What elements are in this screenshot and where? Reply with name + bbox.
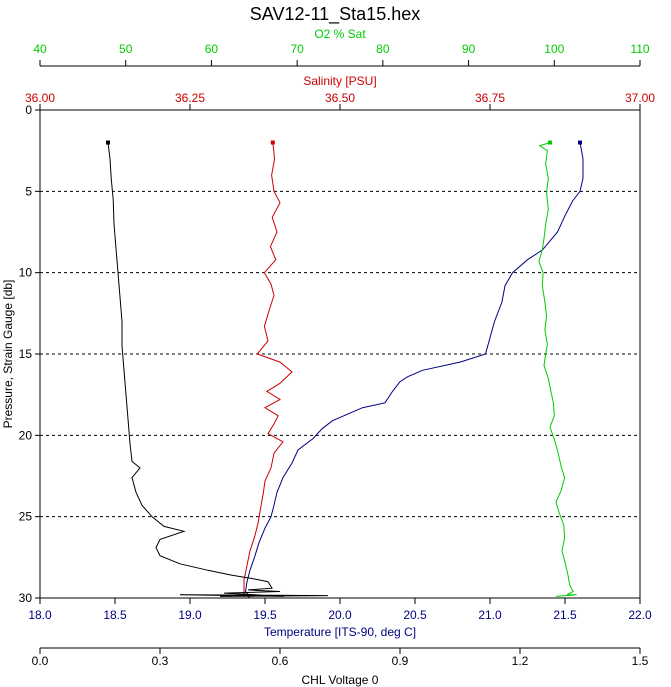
- o2-series-line: [538, 142, 577, 597]
- temperature-tick-label: 18.5: [103, 608, 127, 622]
- plot-frame: [39, 109, 641, 599]
- pressure-tick-label: 5: [25, 184, 32, 198]
- o2-axis-label: O2 % Sat: [314, 27, 366, 41]
- temperature-tick-label: 19.0: [178, 608, 202, 622]
- chl-tick-label: 0.9: [392, 654, 409, 668]
- chart-title: SAV12-11_Sta15.hex: [250, 4, 420, 25]
- pressure-tick-label: 20: [19, 428, 33, 442]
- salinity-series-line: [243, 142, 293, 599]
- axes: 0 5 10 15 20 25 30 40 50 60 70 80 90 100 110 36.00 36.25…: [19, 42, 656, 668]
- temperature-tick-label: 20.0: [328, 608, 352, 622]
- salinity-tick-label: 37.00: [625, 91, 655, 105]
- temperature-series-start-marker: [578, 140, 582, 145]
- o2-tick-label: 60: [205, 42, 219, 56]
- pressure-axis-label: Pressure, Strain Gauge [db]: [1, 280, 15, 429]
- chl-tick-label: 0.6: [272, 654, 289, 668]
- o2-tick-label: 40: [33, 42, 47, 56]
- temperature-tick-label: 19.5: [253, 608, 277, 622]
- temperature-tick-label: 21.5: [553, 608, 577, 622]
- o2-tick-label: 100: [544, 42, 564, 56]
- pressure-tick-label: 30: [19, 591, 33, 605]
- o2-tick-label: 80: [376, 42, 390, 56]
- temperature-tick-label: 21.0: [478, 608, 502, 622]
- temperature-series-line: [244, 142, 584, 597]
- salinity-axis-label: Salinity [PSU]: [303, 74, 376, 88]
- pressure-tick-label: 10: [19, 266, 33, 280]
- salinity-tick-label: 36.50: [325, 91, 355, 105]
- grid-lines: [40, 190, 640, 518]
- data-series: [106, 140, 584, 599]
- temperature-axis-label: Temperature [ITS-90, deg C]: [264, 625, 416, 639]
- o2-tick-label: 70: [290, 42, 304, 56]
- pressure-tick-label: 15: [19, 347, 33, 361]
- temperature-tick-label: 18.0: [28, 608, 52, 622]
- salinity-series-start-marker: [270, 140, 275, 145]
- salinity-tick-label: 36.00: [25, 91, 55, 105]
- chl-tick-label: 0.3: [152, 654, 169, 668]
- temperature-tick-label: 20.5: [403, 608, 427, 622]
- chl-series-line: [107, 142, 329, 597]
- salinity-tick-label: 36.25: [175, 91, 205, 105]
- o2-tick-label: 50: [119, 42, 133, 56]
- pressure-tick-label: 25: [19, 510, 33, 524]
- chl-axis-label: CHL Voltage 0: [302, 673, 379, 687]
- temperature-tick-label: 22.0: [628, 608, 652, 622]
- o2-series-start-marker: [548, 140, 552, 145]
- chl-tick-label: 1.2: [512, 654, 529, 668]
- o2-tick-label: 90: [462, 42, 476, 56]
- chl-series-start-marker: [106, 140, 110, 145]
- chl-tick-label: 1.5: [632, 654, 649, 668]
- salinity-tick-label: 36.75: [475, 91, 505, 105]
- pressure-tick-label: 0: [25, 103, 32, 117]
- o2-tick-label: 110: [630, 42, 649, 56]
- chl-tick-label: 0.0: [32, 654, 49, 668]
